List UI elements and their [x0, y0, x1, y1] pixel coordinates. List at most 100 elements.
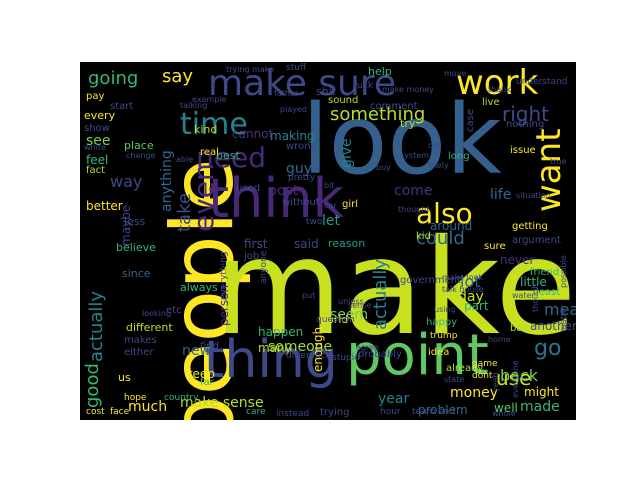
word: face	[110, 407, 130, 417]
word: reason	[328, 237, 366, 250]
word: likely	[428, 161, 449, 170]
word: right	[502, 102, 549, 126]
word: best	[216, 149, 240, 162]
word: start	[110, 101, 134, 112]
word: argument	[512, 235, 561, 246]
word: stupid	[332, 353, 360, 363]
word: fact	[86, 165, 106, 176]
word: point	[346, 323, 489, 388]
word: case	[465, 109, 476, 132]
word: thought	[398, 205, 430, 214]
word: actually	[370, 258, 391, 330]
word: bad	[510, 323, 529, 334]
word: made	[520, 399, 560, 415]
word: talk house	[442, 285, 484, 294]
word: say	[162, 66, 194, 87]
word: make sure	[208, 63, 397, 104]
word: nothing	[506, 119, 545, 130]
word: new	[182, 343, 211, 359]
word: yeah	[491, 372, 500, 392]
word: change	[126, 151, 156, 160]
word: think	[208, 167, 344, 230]
word: wrong	[286, 141, 317, 152]
word: every	[84, 109, 116, 122]
word: much	[128, 399, 168, 415]
word: least	[536, 287, 561, 298]
word: lot	[460, 272, 481, 291]
word: friend	[530, 267, 560, 278]
word: example	[192, 95, 227, 104]
word: probably	[358, 349, 402, 360]
word: situation	[516, 191, 551, 200]
word: live	[482, 97, 500, 108]
word: said	[294, 237, 319, 251]
word: shit	[316, 85, 337, 98]
word: someone	[268, 339, 333, 355]
word: unless	[338, 297, 364, 306]
word: cannot	[232, 127, 274, 141]
word: far	[200, 377, 214, 388]
word: sense	[348, 301, 372, 310]
word: white	[84, 143, 106, 152]
word: difference	[286, 351, 332, 361]
word: whole	[492, 409, 516, 418]
word: try	[400, 117, 416, 130]
word: always	[180, 281, 218, 294]
word: year	[378, 391, 410, 407]
word: actually	[86, 290, 107, 362]
word: less	[124, 215, 146, 228]
word: anything	[159, 150, 175, 212]
word: see	[86, 133, 111, 149]
word: post	[268, 183, 299, 199]
word: trying make	[226, 65, 275, 74]
word: work	[456, 63, 539, 103]
word: using	[434, 305, 456, 314]
word: instead	[276, 409, 310, 419]
word: give	[339, 138, 355, 168]
word: talking	[180, 101, 208, 110]
word: feel	[86, 153, 109, 167]
word-cloud-panel: people make look thing point think make …	[80, 62, 576, 420]
word: system	[400, 151, 429, 160]
word: use	[496, 366, 532, 390]
word: better	[86, 199, 123, 213]
word: pay	[86, 91, 105, 102]
word: comment	[370, 101, 418, 112]
word: end	[438, 407, 455, 417]
word: played	[280, 105, 307, 114]
word: way	[110, 172, 143, 191]
word: possible	[559, 255, 568, 288]
word: move	[444, 69, 467, 78]
word: father	[274, 89, 299, 98]
word: long	[448, 151, 470, 162]
word: everyone	[511, 360, 520, 399]
word: around	[430, 219, 473, 233]
word: make money	[382, 85, 434, 94]
word: game	[472, 359, 498, 369]
word: going	[88, 68, 139, 89]
word: sure	[484, 241, 506, 252]
word: money	[450, 385, 498, 401]
word: might	[524, 385, 559, 399]
word: also	[416, 197, 473, 230]
word: look	[302, 84, 502, 196]
word: show	[84, 123, 110, 134]
word: could	[416, 228, 465, 249]
word: make look	[442, 273, 484, 282]
word: trying	[320, 407, 350, 418]
word: hour	[380, 407, 401, 417]
word: either	[124, 347, 154, 358]
word: pretty	[288, 173, 316, 183]
word: take	[174, 193, 195, 232]
word: first	[244, 237, 268, 251]
word: girl	[342, 199, 359, 210]
word: making	[270, 129, 315, 143]
word: government	[400, 275, 461, 286]
word: issue	[510, 145, 536, 156]
word: life	[490, 187, 512, 203]
word: car	[324, 201, 337, 210]
word: cost	[86, 407, 105, 417]
word: real	[200, 147, 219, 158]
word: thing	[204, 330, 338, 390]
word: since	[122, 267, 151, 280]
